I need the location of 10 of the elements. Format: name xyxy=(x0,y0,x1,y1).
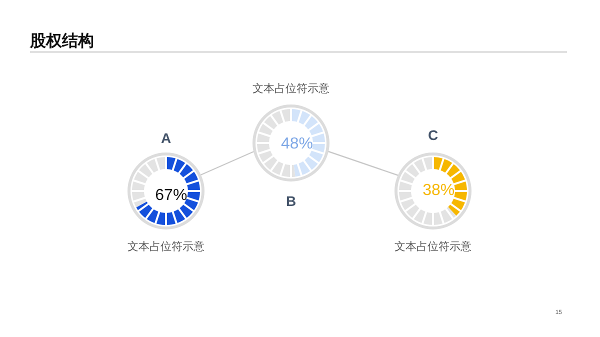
data-label: 38% xyxy=(422,182,455,199)
text: 文本占位符示意 xyxy=(394,240,472,253)
data-label: 48% xyxy=(280,136,314,153)
text: 文本占位符示意 xyxy=(128,240,204,253)
chart-title: A xyxy=(160,130,172,146)
chart-title: C xyxy=(428,127,438,143)
text: B xyxy=(286,193,296,209)
text: 文本占位符示意 xyxy=(252,82,330,95)
data-label: 67% xyxy=(155,187,188,204)
text: 股权结构 xyxy=(29,32,94,50)
